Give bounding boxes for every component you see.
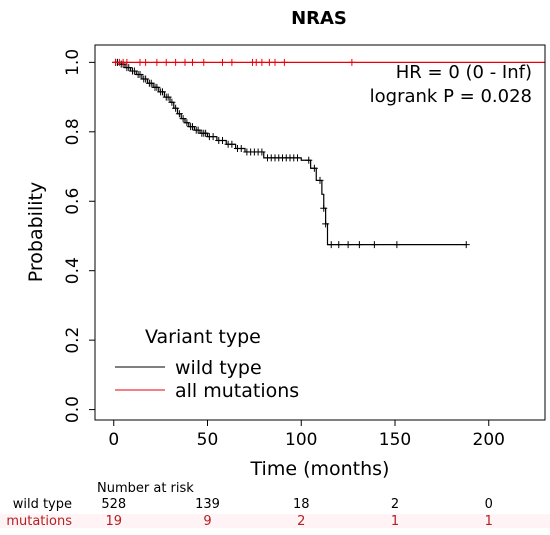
- risk-count: 1: [391, 514, 399, 529]
- series-layer: [112, 58, 545, 249]
- y-axis-ticks: 0.0 0.2 0.4 0.6 0.8 1.0: [63, 49, 95, 423]
- censor-mark-wild-type: [355, 241, 363, 249]
- censor-mark-wild-type: [194, 126, 202, 134]
- plot-frame: [94, 44, 546, 421]
- risk-row-label: wild type: [13, 497, 72, 512]
- logrank-annotation: logrank P = 0.028: [370, 86, 532, 107]
- censor-mark-wild-type: [209, 133, 217, 141]
- hazard-ratio-annotation: HR = 0 (0 - Inf): [396, 62, 532, 83]
- y-tick-label: 0.4: [63, 257, 83, 284]
- censor-mark-all-mutations: [258, 58, 266, 66]
- censor-mark-wild-type: [168, 98, 176, 106]
- y-tick-label: 1.0: [63, 49, 83, 76]
- censor-mark-wild-type: [320, 204, 328, 212]
- censor-mark-wild-type: [189, 123, 196, 131]
- chart-title: NRAS: [291, 8, 347, 29]
- censor-mark-wild-type: [462, 241, 470, 249]
- censor-mark-wild-type: [344, 241, 352, 249]
- risk-table-header: Number at risk: [97, 481, 194, 496]
- risk-row-label: mutations: [6, 514, 72, 529]
- risk-table: Number at risk wild type 528 139 18 2 0 mutati…: [0, 481, 550, 529]
- censor-mark-all-mutations: [142, 58, 150, 66]
- x-tick-label: 150: [379, 430, 411, 450]
- y-tick-label: 0.2: [63, 327, 83, 354]
- censor-mark-wild-type: [294, 154, 301, 162]
- censor-mark-wild-type: [142, 75, 150, 83]
- risk-count: 2: [391, 497, 399, 512]
- censor-mark-all-mutations: [162, 58, 170, 66]
- censor-mark-wild-type: [258, 148, 266, 156]
- risk-count: 0: [485, 497, 493, 512]
- censor-mark-wild-type: [164, 93, 172, 101]
- y-tick-label: 0.8: [63, 118, 83, 145]
- censor-mark-wild-type: [136, 71, 144, 79]
- censor-mark-wild-type: [316, 176, 324, 184]
- censor-mark-all-mutations: [228, 58, 236, 66]
- legend-label-all-mutations: all mutations: [175, 380, 299, 402]
- censor-mark-wild-type: [219, 136, 226, 144]
- risk-count: 9: [203, 514, 211, 529]
- risk-count: 528: [101, 497, 126, 512]
- censor-mark-wild-type: [202, 129, 210, 137]
- censor-mark-all-mutations: [123, 58, 131, 66]
- censor-mark-wild-type: [335, 241, 343, 249]
- censor-mark-all-mutations: [189, 58, 196, 66]
- x-tick-label: 100: [285, 430, 317, 450]
- censor-mark-wild-type: [322, 220, 330, 228]
- censor-mark-wild-type: [327, 241, 335, 249]
- legend-title: Variant type: [145, 326, 261, 348]
- plot-area: [95, 45, 545, 420]
- censor-mark-wild-type: [172, 104, 180, 112]
- risk-count: 2: [297, 514, 305, 529]
- censor-mark-wild-type: [183, 119, 191, 127]
- x-tick-label: 0: [108, 430, 119, 450]
- censor-mark-all-mutations: [172, 58, 180, 66]
- censor-mark-all-mutations: [219, 58, 226, 66]
- x-axis-label: Time (months): [250, 458, 390, 480]
- censor-mark-all-mutations: [271, 58, 279, 66]
- censor-mark-wild-type: [370, 241, 378, 249]
- y-tick-label: 0.6: [63, 188, 83, 215]
- censor-mark-all-mutations: [153, 58, 161, 66]
- censor-mark-wild-type: [159, 88, 166, 96]
- censor-mark-all-mutations: [181, 58, 189, 66]
- risk-count: 19: [105, 514, 122, 529]
- censor-mark-wild-type: [237, 144, 245, 152]
- x-axis-ticks: 0 50 100 150 200: [108, 420, 505, 450]
- censor-mark-all-mutations: [200, 58, 208, 66]
- censor-mark-wild-type: [125, 64, 133, 72]
- censor-mark-wild-type: [175, 110, 183, 118]
- y-tick-label: 0.0: [63, 396, 83, 423]
- censor-mark-wild-type: [153, 83, 161, 91]
- censor-mark-all-mutations: [348, 58, 356, 66]
- legend: Variant type wild type all mutations: [115, 326, 299, 402]
- censor-mark-wild-type: [310, 164, 318, 172]
- legend-label-wild-type: wild type: [175, 357, 262, 379]
- censor-mark-wild-type: [147, 79, 155, 87]
- censor-mark-wild-type: [179, 115, 187, 123]
- x-tick-label: 200: [473, 430, 505, 450]
- risk-count: 1: [485, 514, 493, 529]
- y-axis-label: Probability: [25, 182, 47, 282]
- censor-mark-wild-type: [393, 241, 401, 249]
- censor-mark-wild-type: [228, 140, 236, 148]
- censor-mark-wild-type: [130, 67, 138, 75]
- censor-mark-all-mutations: [280, 58, 288, 66]
- risk-row-highlight: [0, 514, 550, 528]
- x-tick-label: 50: [197, 430, 219, 450]
- risk-count: 139: [195, 497, 220, 512]
- censor-mark-wild-type: [305, 156, 313, 164]
- risk-count: 18: [293, 497, 310, 512]
